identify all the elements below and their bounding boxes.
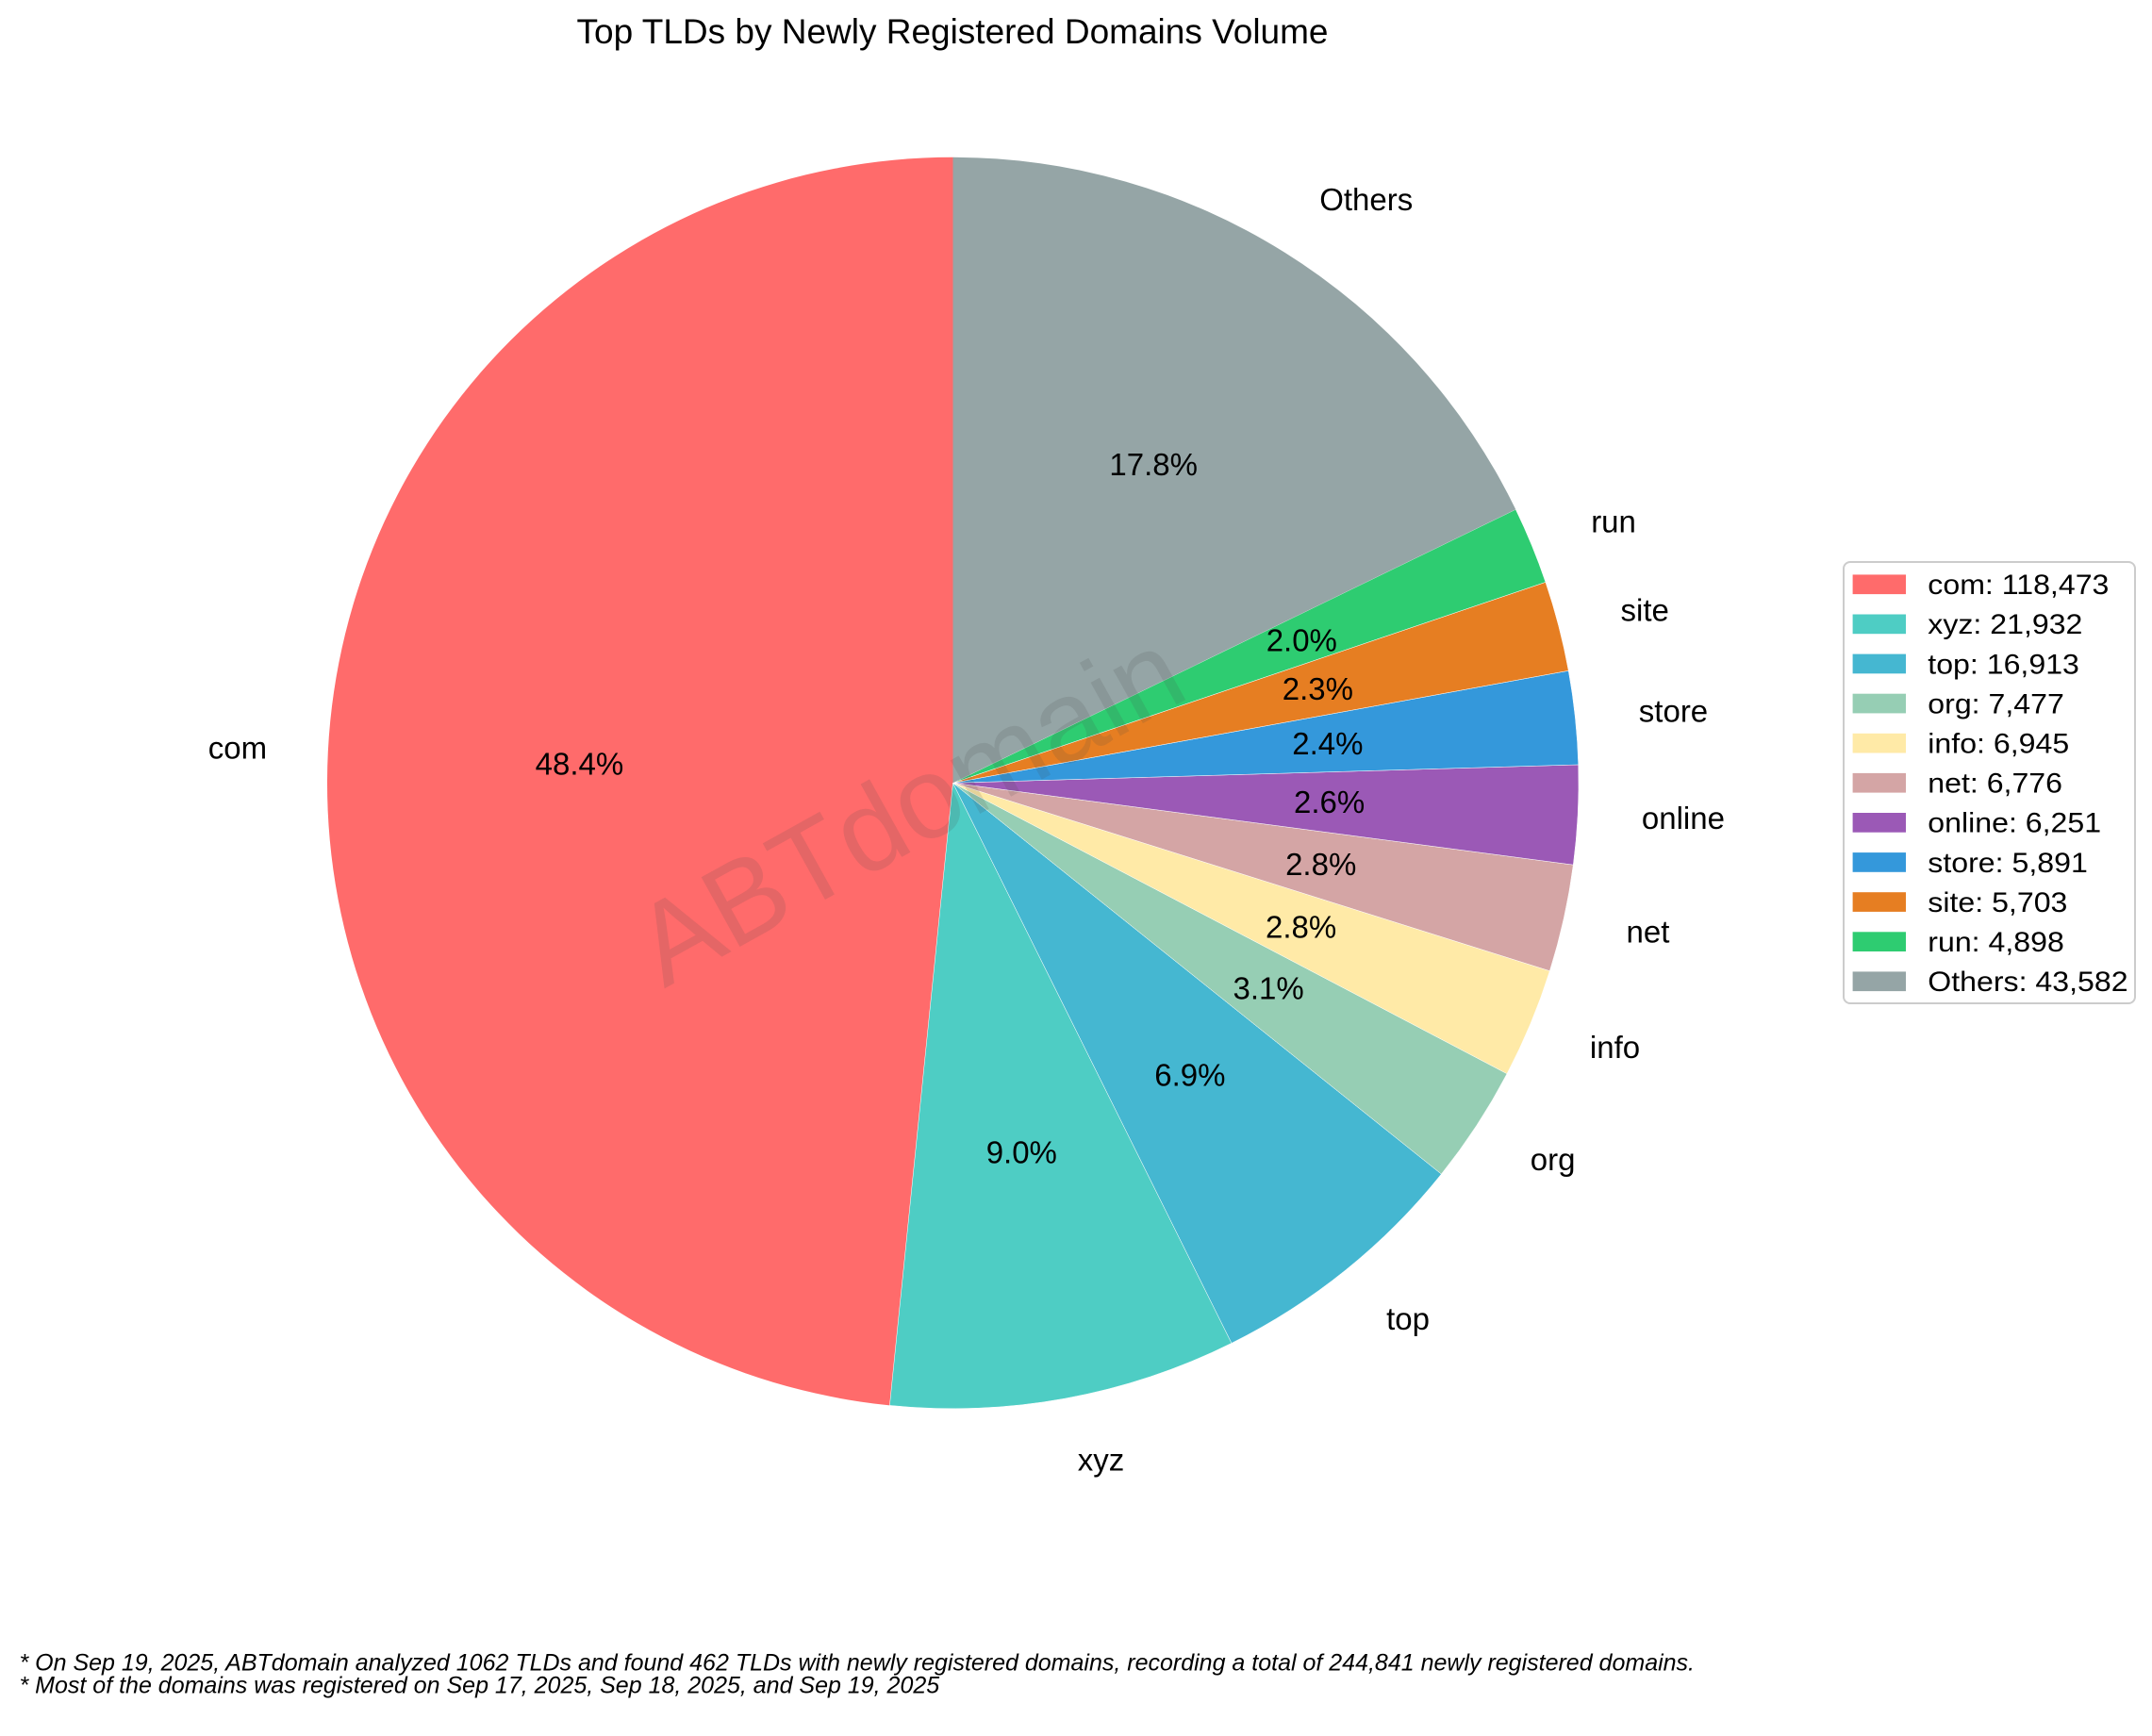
svg-text:* On Sep 19, 2025, ABTdomain a: * On Sep 19, 2025, ABTdomain analyzed 10… — [20, 1650, 1696, 1677]
svg-text:info: info — [1590, 1030, 1640, 1065]
svg-text:net: 6,776: net: 6,776 — [1928, 769, 2062, 800]
svg-text:3.1%: 3.1% — [1233, 971, 1303, 1006]
svg-text:org: 7,477: org: 7,477 — [1928, 688, 2064, 719]
svg-text:net: net — [1627, 915, 1670, 950]
svg-text:store: store — [1639, 693, 1708, 728]
svg-text:org: org — [1531, 1142, 1576, 1177]
svg-text:* Most of the domains was regi: * Most of the domains was registered on … — [20, 1673, 940, 1699]
svg-text:Top TLDs by Newly Registered D: Top TLDs by Newly Registered Domains Vol… — [577, 12, 1329, 51]
svg-text:info: 6,945: info: 6,945 — [1928, 729, 2069, 760]
svg-text:Others: Others — [1319, 182, 1413, 217]
svg-text:site: 5,703: site: 5,703 — [1928, 887, 2067, 918]
svg-text:top: top — [1386, 1301, 1430, 1336]
svg-text:site: site — [1621, 593, 1669, 628]
svg-text:2.4%: 2.4% — [1292, 726, 1363, 761]
svg-text:xyz: 21,932: xyz: 21,932 — [1928, 609, 2082, 640]
svg-text:17.8%: 17.8% — [1109, 447, 1198, 482]
svg-text:9.0%: 9.0% — [986, 1134, 1057, 1169]
svg-text:online: 6,251: online: 6,251 — [1928, 808, 2101, 839]
svg-text:com: 118,473: com: 118,473 — [1928, 570, 2109, 601]
svg-text:run: run — [1591, 504, 1636, 539]
svg-text:store: 5,891: store: 5,891 — [1928, 848, 2088, 879]
svg-text:online: online — [1642, 801, 1725, 835]
svg-text:top: 16,913: top: 16,913 — [1928, 649, 2079, 680]
svg-text:2.0%: 2.0% — [1266, 623, 1337, 658]
svg-text:2.6%: 2.6% — [1294, 785, 1365, 819]
svg-text:com: com — [208, 731, 267, 766]
svg-text:Others: 43,582: Others: 43,582 — [1928, 967, 2127, 998]
svg-text:6.9%: 6.9% — [1154, 1058, 1225, 1093]
svg-text:2.8%: 2.8% — [1266, 910, 1336, 945]
svg-text:48.4%: 48.4% — [536, 747, 624, 782]
svg-text:2.3%: 2.3% — [1283, 671, 1353, 706]
svg-text:run: 4,898: run: 4,898 — [1928, 927, 2064, 958]
svg-text:2.8%: 2.8% — [1285, 847, 1356, 882]
svg-text:xyz: xyz — [1078, 1443, 1125, 1478]
